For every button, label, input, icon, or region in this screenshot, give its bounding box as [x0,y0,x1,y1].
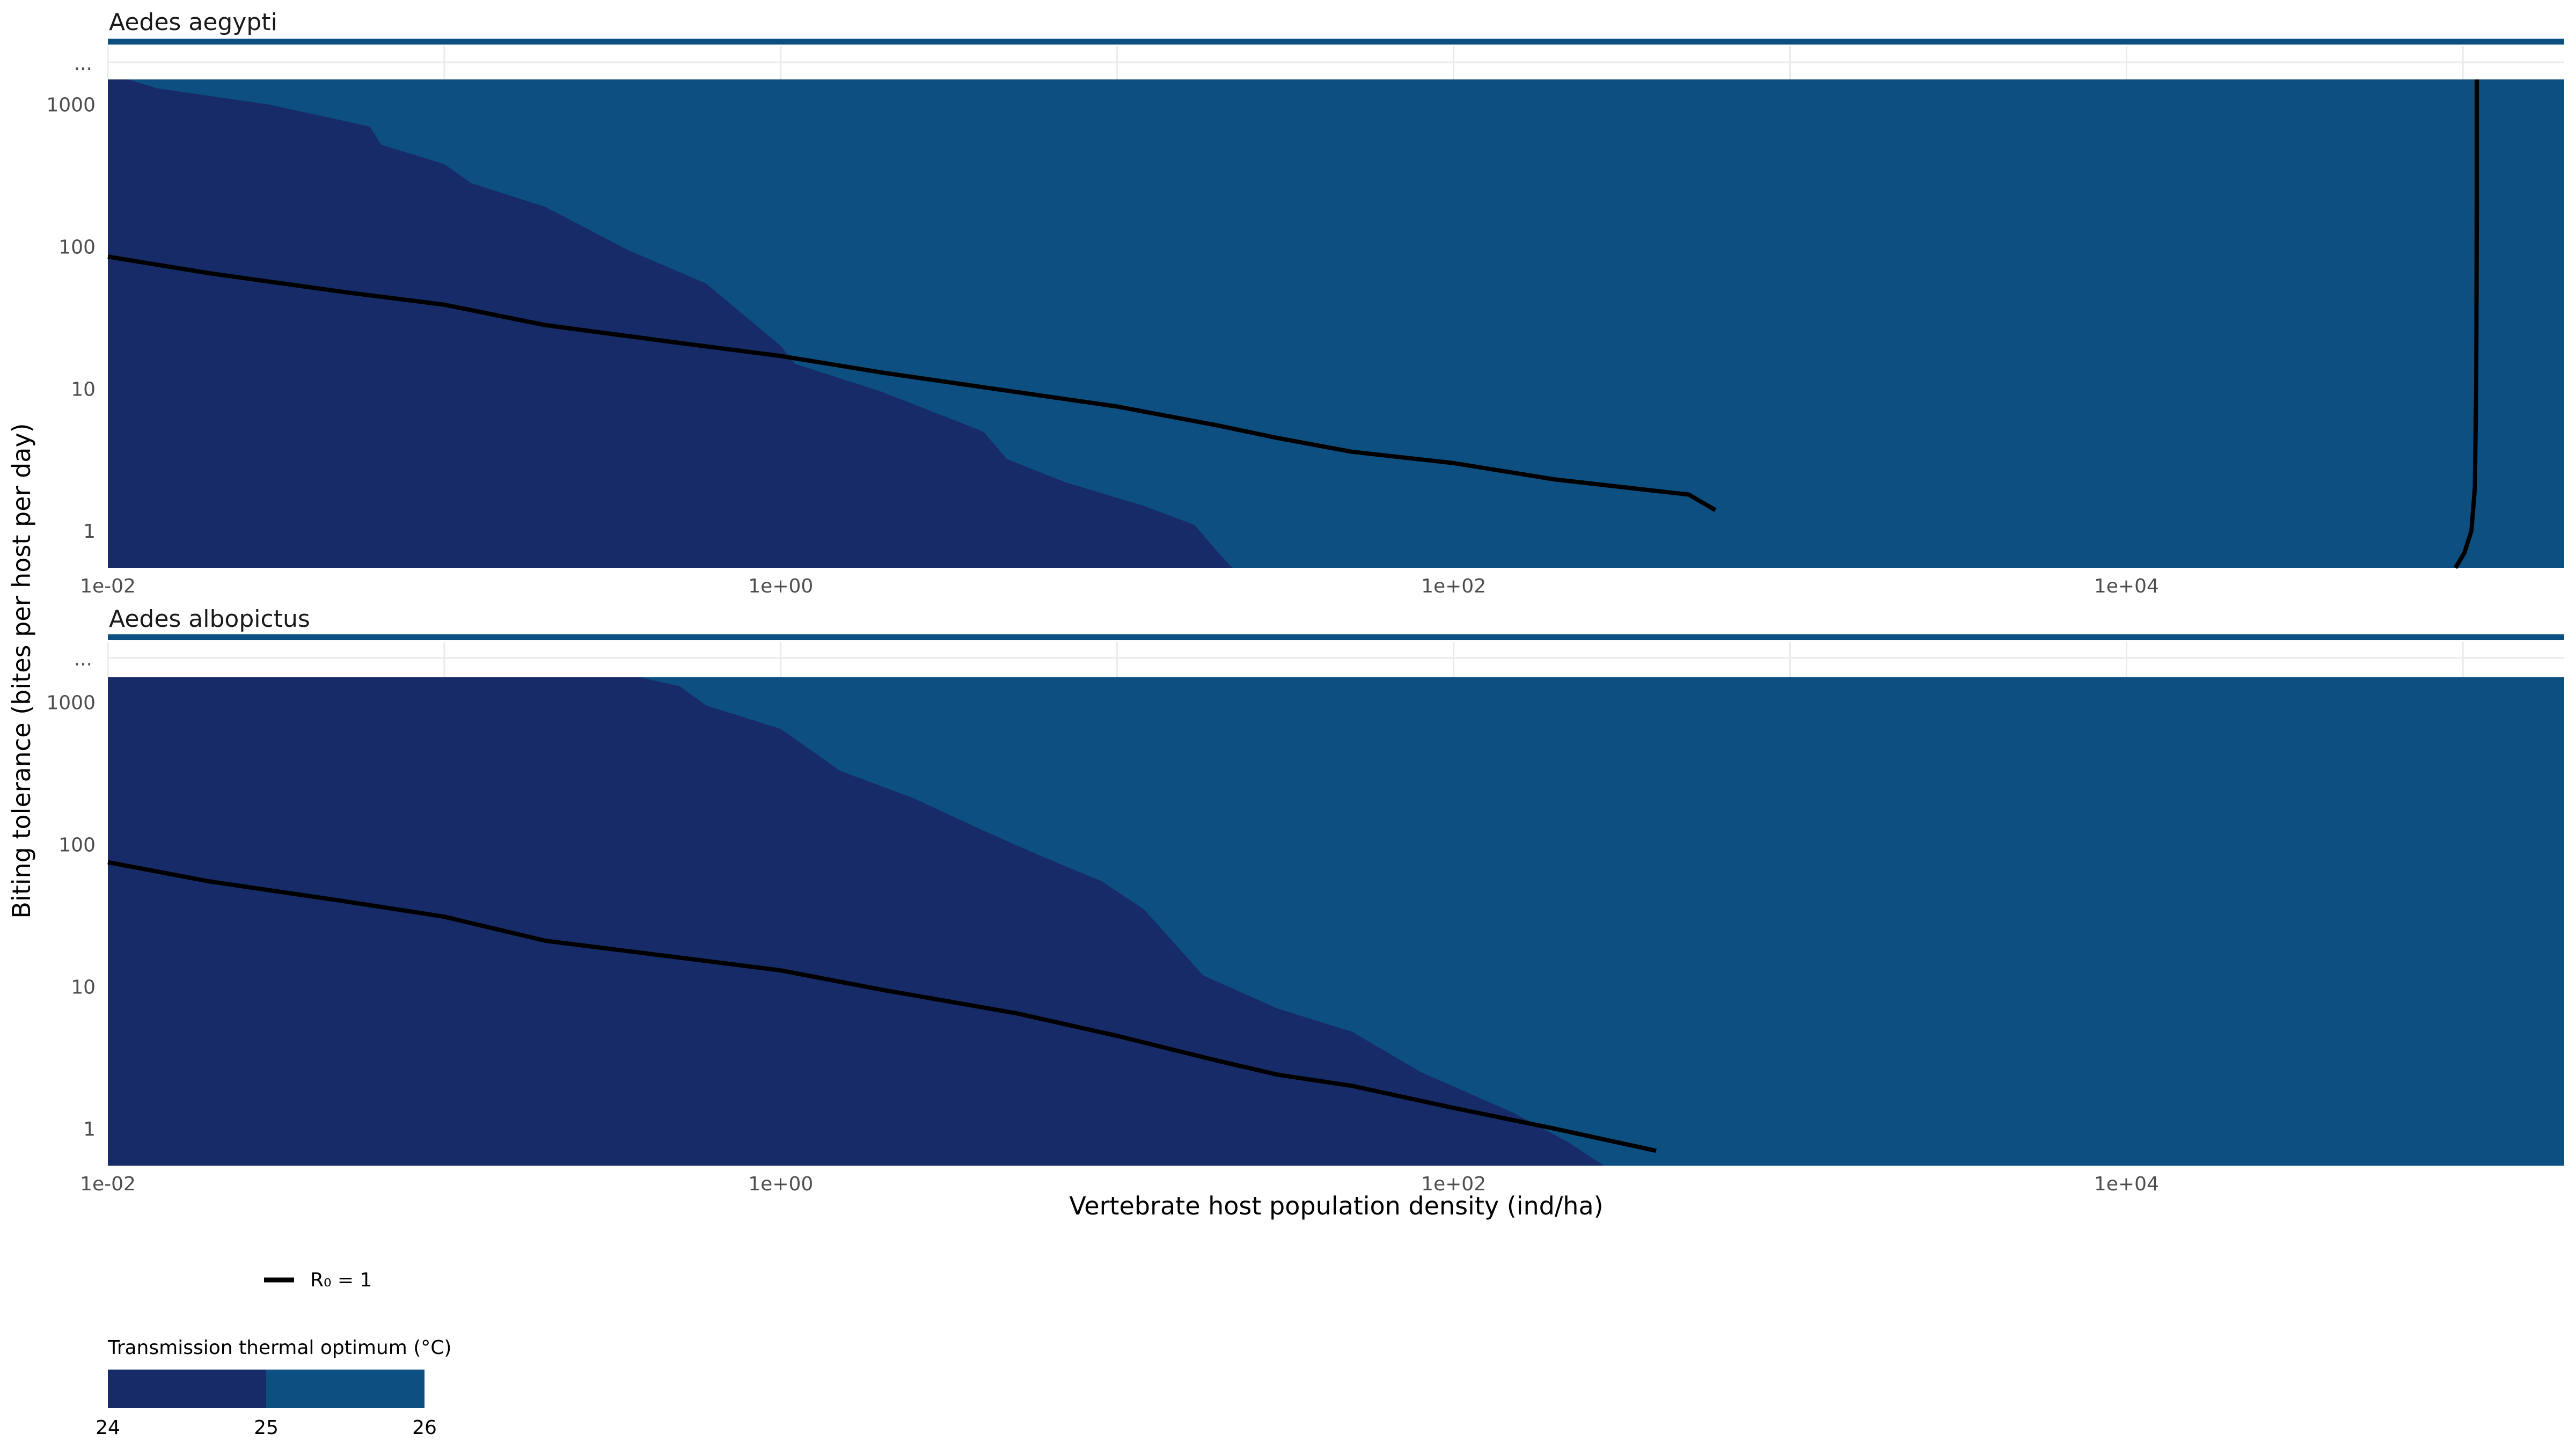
facet-strip [108,634,2564,640]
y-overflow-label: ... [74,53,92,75]
legend-swatch-25-26 [266,1370,425,1408]
x-tick-label: 1e+02 [1421,575,1486,597]
x-tick-label: 1e+00 [748,575,813,597]
legend-r0-label: R₀ = 1 [310,1269,372,1291]
y-tick-label: 10 [71,378,96,400]
y-tick-label: 1 [83,521,96,543]
y-tick-label: 10 [71,976,96,998]
x-axis-title: Vertebrate host population density (ind/… [1069,1191,1603,1220]
y-overflow-label: ... [74,648,92,670]
facet-aedes-albopictus: Aedes albopictus 1 10 100 1000 1e-02 1e+00 1e… [46,605,2564,1195]
x-tick-label: 1e-02 [80,1173,136,1195]
y-tick-label: 1000 [46,94,96,116]
facet-aedes-aegypti: Aedes aegypti 1 10 100 1000 1e-02 1e+00 1e+02… [46,9,2564,597]
legend-fill-title: Transmission thermal optimum (°C) [107,1337,451,1359]
x-tick-label: 1e-02 [80,575,136,597]
y-tick-label: 100 [58,835,96,857]
x-tick-label: 1e+04 [2094,1173,2159,1195]
facet-title: Aedes aegypti [109,9,277,36]
legend-break-label: 24 [96,1417,120,1439]
x-tick-label: 1e+04 [2094,575,2159,597]
facet-title: Aedes albopictus [109,605,310,633]
x-tick-label: 1e+00 [748,1173,813,1195]
legend-break-label: 25 [254,1417,279,1439]
legend-break-label: 26 [412,1417,437,1439]
legend-swatch-24-25 [108,1370,266,1408]
y-tick-label: 1000 [46,692,96,714]
facet-strip [108,39,2564,45]
y-tick-label: 1 [83,1118,96,1140]
y-axis-title: Biting tolerance (bites per host per day… [7,423,36,918]
y-tick-label: 100 [58,237,96,259]
